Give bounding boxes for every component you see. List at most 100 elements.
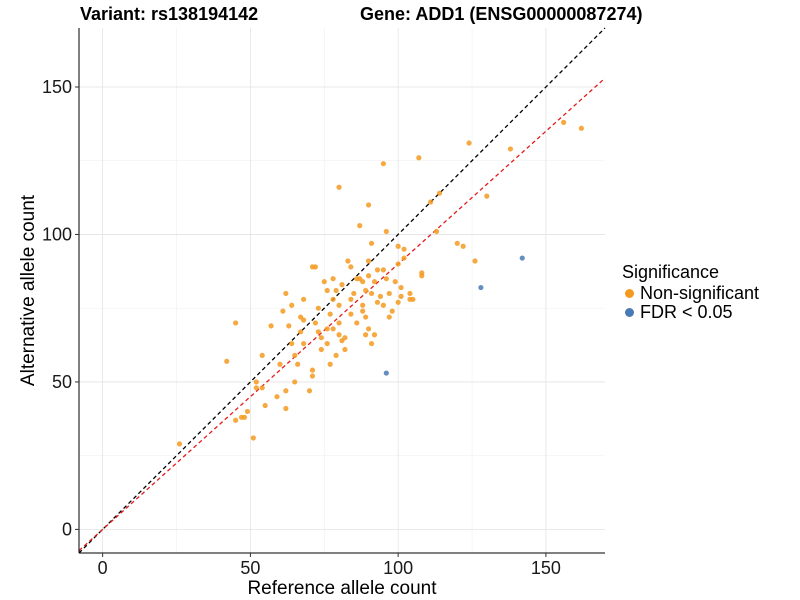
x-axis-label: Reference allele count — [247, 578, 437, 599]
point-nonsignificant — [330, 276, 336, 282]
y-tick-label: 0 — [62, 519, 72, 539]
point-fdr — [519, 255, 525, 261]
point-nonsignificant — [380, 161, 386, 167]
point-nonsignificant — [342, 335, 348, 341]
point-nonsignificant — [407, 290, 413, 297]
point-nonsignificant — [363, 287, 369, 294]
point-nonsignificant — [348, 296, 354, 302]
point-nonsignificant — [289, 302, 295, 308]
point-nonsignificant — [419, 270, 425, 276]
point-nonsignificant — [365, 326, 372, 332]
legend-item-fdr: FDR < 0.05 — [622, 303, 759, 322]
point-nonsignificant — [398, 284, 404, 291]
y-tick-label: 150 — [42, 77, 72, 97]
point-nonsignificant — [321, 279, 327, 285]
point-nonsignificant — [357, 223, 363, 229]
point-nonsignificant — [327, 311, 333, 317]
point-nonsignificant — [368, 290, 375, 297]
legend-dot-nonsignificant — [625, 289, 634, 298]
chart-title-gene: Gene: ADD1 (ENSG00000087274) — [360, 4, 643, 24]
legend-label-fdr: FDR < 0.05 — [640, 302, 733, 322]
point-nonsignificant — [395, 243, 401, 249]
point-nonsignificant — [224, 358, 230, 364]
point-nonsignificant — [312, 320, 319, 326]
point-nonsignificant — [416, 155, 422, 161]
point-nonsignificant — [250, 435, 256, 441]
point-nonsignificant — [561, 119, 567, 125]
point-nonsignificant — [324, 326, 330, 332]
point-nonsignificant — [333, 352, 339, 358]
point-nonsignificant — [283, 290, 289, 297]
point-nonsignificant — [244, 408, 251, 415]
point-nonsignificant — [380, 267, 386, 273]
point-nonsignificant — [348, 264, 354, 270]
point-nonsignificant — [306, 388, 313, 394]
point-nonsignificant — [330, 296, 336, 302]
x-tick-label: 100 — [383, 558, 413, 578]
point-nonsignificant — [309, 367, 316, 373]
point-nonsignificant — [380, 302, 386, 308]
point-nonsignificant — [377, 293, 384, 299]
point-nonsignificant — [374, 299, 381, 305]
point-nonsignificant — [298, 329, 304, 335]
data-points — [176, 119, 584, 447]
point-nonsignificant — [336, 332, 342, 338]
axes — [78, 28, 605, 554]
point-nonsignificant — [386, 314, 392, 320]
point-nonsignificant — [233, 417, 239, 423]
point-nonsignificant — [280, 308, 286, 314]
point-nonsignificant — [336, 320, 342, 326]
point-nonsignificant — [277, 361, 283, 367]
point-nonsignificant — [333, 287, 339, 294]
y-tick-label: 50 — [52, 372, 72, 392]
point-nonsignificant — [253, 385, 259, 391]
point-nonsignificant — [365, 273, 372, 279]
point-nonsignificant — [324, 340, 330, 347]
point-nonsignificant — [348, 311, 354, 317]
point-nonsignificant — [507, 146, 514, 152]
identity-line — [78, 27, 606, 554]
point-nonsignificant — [259, 352, 265, 358]
point-nonsignificant — [460, 243, 466, 249]
x-tick-label: 150 — [531, 558, 561, 578]
grid-lines — [79, 28, 605, 553]
point-nonsignificant — [410, 296, 416, 302]
y-tick-label: 100 — [42, 224, 72, 244]
legend-label-nonsignificant: Non-significant — [640, 283, 760, 303]
point-nonsignificant — [466, 140, 472, 146]
point-nonsignificant — [345, 258, 351, 264]
point-nonsignificant — [274, 394, 280, 400]
point-nonsignificant — [578, 125, 584, 131]
point-nonsignificant — [241, 414, 248, 420]
point-nonsignificant — [383, 276, 389, 282]
point-nonsignificant — [433, 228, 440, 235]
point-nonsignificant — [363, 314, 369, 320]
point-nonsignificant — [371, 279, 378, 285]
point-nonsignificant — [262, 402, 268, 409]
y-axis-label: Alternative allele count — [18, 194, 39, 386]
point-nonsignificant — [292, 379, 298, 385]
point-nonsignificant — [371, 332, 378, 338]
point-nonsignificant — [342, 346, 348, 353]
point-nonsignificant — [395, 299, 401, 305]
point-nonsignificant — [436, 190, 443, 196]
point-nonsignificant — [259, 385, 265, 391]
point-nonsignificant — [283, 405, 289, 412]
point-nonsignificant — [360, 302, 366, 308]
point-nonsignificant — [401, 255, 407, 261]
point-nonsignificant — [268, 323, 274, 329]
point-fdr — [478, 284, 484, 291]
legend: Significance Non-significant FDR < 0.05 — [622, 262, 759, 322]
point-nonsignificant — [395, 261, 401, 267]
legend-dot-fdr — [625, 308, 634, 317]
point-nonsignificant — [365, 258, 372, 264]
point-nonsignificant — [351, 290, 357, 297]
point-nonsignificant — [300, 296, 307, 302]
point-nonsignificant — [392, 279, 398, 285]
point-nonsignificant — [318, 335, 324, 341]
point-nonsignificant — [292, 352, 298, 358]
point-nonsignificant — [383, 228, 389, 235]
point-nonsignificant — [354, 320, 360, 326]
point-nonsignificant — [312, 264, 319, 270]
